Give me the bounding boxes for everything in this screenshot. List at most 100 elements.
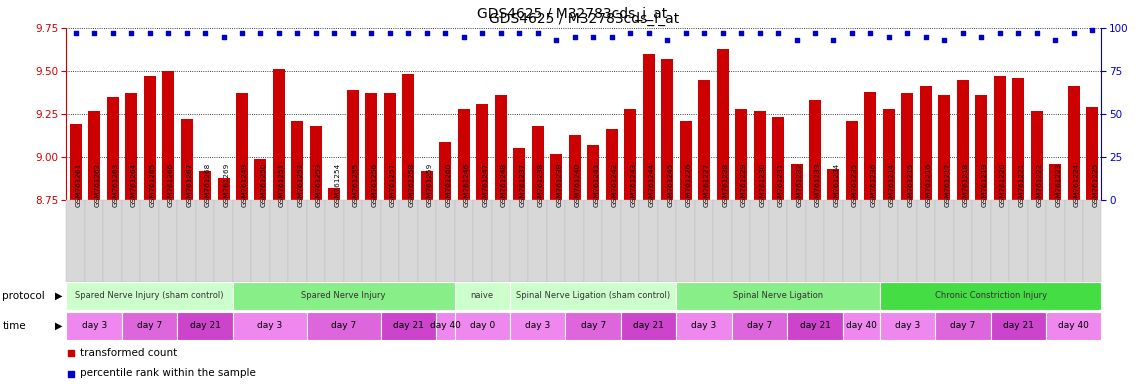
Text: day 7: day 7 [331, 321, 356, 331]
Text: GSM761244: GSM761244 [648, 162, 655, 207]
Point [327, 74, 346, 80]
Bar [606, 129, 617, 200]
Bar [436, 200, 455, 282]
Bar [307, 200, 325, 282]
Text: GSM761235: GSM761235 [852, 162, 858, 207]
Bar [88, 111, 100, 200]
Bar [329, 188, 340, 200]
Text: Spared Nerve Injury (sham control): Spared Nerve Injury (sham control) [76, 291, 223, 301]
Bar [529, 200, 547, 282]
Text: GSM761222: GSM761222 [1037, 162, 1043, 207]
Bar [455, 312, 510, 340]
Text: GSM761247: GSM761247 [482, 162, 488, 207]
Bar [661, 59, 673, 200]
Text: GSM761257: GSM761257 [389, 162, 396, 207]
Text: day 40: day 40 [1058, 321, 1089, 331]
Bar [141, 200, 159, 282]
Bar [177, 312, 232, 340]
Bar [753, 111, 766, 200]
Bar [658, 200, 677, 282]
Text: GSM761259: GSM761259 [427, 162, 433, 207]
Text: Spinal Nerve Ligation (sham control): Spinal Nerve Ligation (sham control) [516, 291, 670, 301]
Point [455, 33, 473, 40]
Text: GSM761230: GSM761230 [759, 162, 766, 207]
Bar [843, 200, 861, 282]
Text: transformed count: transformed count [80, 348, 177, 358]
Bar [639, 200, 658, 282]
Bar [1087, 107, 1098, 200]
Text: GSM761220: GSM761220 [1000, 162, 1005, 207]
Point [732, 30, 750, 36]
Text: time: time [2, 321, 26, 331]
Point [602, 33, 621, 40]
Bar [307, 312, 380, 340]
Text: GSM761237: GSM761237 [519, 162, 526, 207]
Bar [380, 312, 436, 340]
Text: GSM761265: GSM761265 [150, 162, 156, 207]
Text: day 40: day 40 [429, 321, 460, 331]
Point [1047, 37, 1065, 43]
Text: GSM761250: GSM761250 [260, 162, 267, 207]
Point [251, 30, 269, 36]
Text: GSM761254: GSM761254 [334, 162, 340, 207]
Point [232, 30, 251, 36]
Bar [421, 171, 433, 200]
Bar [121, 200, 141, 282]
Bar [624, 109, 637, 200]
Bar [510, 312, 566, 340]
Point [843, 30, 861, 36]
Text: day 21: day 21 [799, 321, 830, 331]
Point [380, 30, 400, 36]
Text: GSM761252: GSM761252 [298, 162, 303, 207]
Bar [846, 121, 858, 200]
Text: Spared Nerve Injury: Spared Nerve Injury [301, 291, 386, 301]
Bar [106, 97, 119, 200]
Point [917, 33, 935, 40]
Bar [972, 200, 990, 282]
Point [344, 30, 362, 36]
Text: GSM761260: GSM761260 [445, 162, 451, 207]
Text: GSM761239: GSM761239 [556, 162, 562, 207]
Text: GSM761218: GSM761218 [963, 162, 969, 207]
Bar [163, 71, 174, 200]
Text: GSM761249: GSM761249 [242, 162, 248, 207]
Point [307, 30, 325, 36]
Point [621, 30, 639, 36]
Bar [491, 200, 510, 282]
Point [935, 37, 954, 43]
Bar [121, 312, 177, 340]
Bar [566, 312, 621, 340]
Text: day 7: day 7 [581, 321, 606, 331]
Text: GSM761241: GSM761241 [593, 162, 599, 207]
Point [566, 33, 584, 40]
Bar [1009, 200, 1027, 282]
Bar [828, 169, 839, 200]
Point [1009, 30, 1027, 36]
Point [750, 30, 768, 36]
Bar [1047, 200, 1065, 282]
Text: GSM761268: GSM761268 [205, 162, 211, 207]
Bar [66, 312, 121, 340]
Bar [680, 121, 692, 200]
Text: GSM761243: GSM761243 [630, 162, 637, 207]
Bar [455, 200, 473, 282]
Point [529, 30, 547, 36]
Bar [621, 312, 677, 340]
Point [214, 33, 232, 40]
Bar [939, 95, 950, 200]
Bar [735, 109, 747, 200]
Text: day 21: day 21 [190, 321, 221, 331]
Point [325, 30, 343, 36]
Bar [495, 95, 507, 200]
Bar [400, 200, 418, 282]
Text: GSM761266: GSM761266 [168, 162, 174, 207]
Bar [713, 200, 732, 282]
Bar [677, 282, 879, 310]
Bar [750, 200, 768, 282]
Text: GSM761231: GSM761231 [779, 162, 784, 207]
Text: day 21: day 21 [633, 321, 664, 331]
Bar [1047, 312, 1101, 340]
Point [824, 37, 843, 43]
Text: day 3: day 3 [81, 321, 106, 331]
Bar [289, 200, 307, 282]
